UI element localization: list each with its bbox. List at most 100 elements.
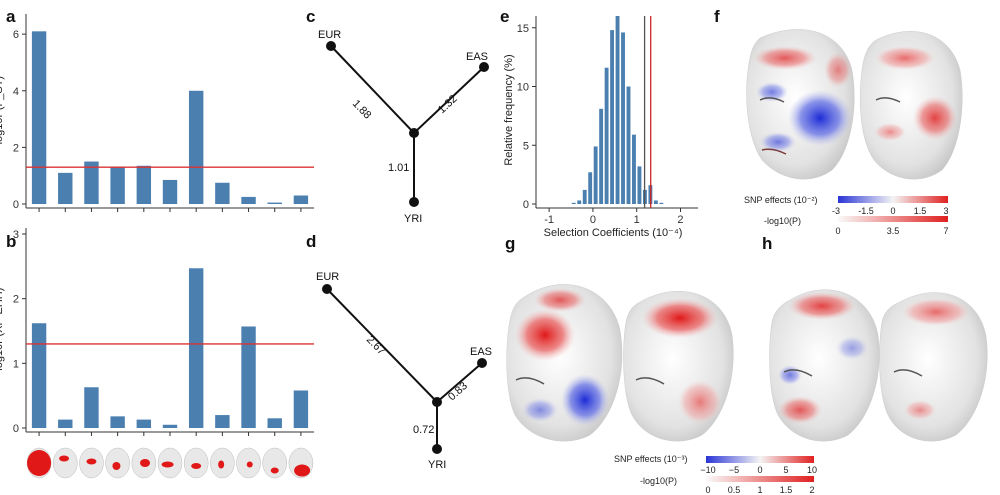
face-f-effect (746, 29, 855, 180)
bar (215, 182, 230, 204)
y-tick-label: 0 (13, 199, 19, 211)
tree-d-branch-yri: 0.72 (413, 424, 434, 436)
face-segment-highlight (59, 455, 70, 462)
bar (267, 418, 282, 428)
bar (58, 419, 73, 428)
face-segment-highlight (191, 463, 202, 469)
hist-bar (582, 189, 587, 204)
tree-d-branch-eas: 0.83 (446, 380, 470, 403)
tree-c: EUR EAS YRI 1.88 1.32 1.01 (318, 29, 489, 225)
hist-bar (599, 108, 604, 204)
y-axis-label: -log10P(XP-EHH) (0, 288, 5, 375)
face-g-effect (506, 284, 623, 442)
cb-tick: −5 (729, 465, 739, 475)
hist-bar (577, 200, 582, 204)
bar (110, 167, 125, 204)
cb-tick: 0 (835, 226, 840, 236)
chart-b-xpehh: 0 1 2 3 -log10P(XP-EHH) (0, 228, 314, 436)
tree-node (477, 358, 487, 368)
cb-tick: 3.5 (887, 226, 900, 236)
tree-d: EUR EAS YRI 2.67 0.83 0.72 (316, 271, 492, 471)
tree-c-branch-eas: 1.32 (436, 93, 460, 116)
colorbar-gh: SNP effects (10⁻³) −10 −5 0 5 10 -log10(… (614, 454, 817, 495)
colorbar-f-p-label: -log10(P) (764, 216, 801, 226)
tree-node (479, 62, 489, 72)
tree-node (432, 397, 442, 407)
cb-tick: 0 (705, 485, 710, 495)
colorbar-gh-p-label: -log10(P) (640, 476, 677, 486)
x-tick-label: 2 (677, 214, 683, 226)
hist-bar (632, 134, 636, 204)
hist-bar (653, 200, 658, 204)
bar (110, 416, 125, 428)
tree-node (322, 284, 332, 294)
face-segment-highlight (246, 461, 253, 468)
tree-d-label-yri: YRI (428, 459, 446, 471)
y-tick-label: 5 (523, 140, 529, 152)
y-tick-label: 2 (13, 294, 19, 306)
bar (162, 179, 178, 204)
face-g-pvalue (623, 290, 734, 442)
face-thumbnail (53, 447, 78, 479)
x-tick-label: 0 (590, 214, 596, 226)
bar (58, 172, 73, 204)
face-h-effect (769, 289, 880, 442)
hist-bar (615, 16, 620, 204)
y-tick-label: 0 (523, 199, 529, 211)
panel-label-d: d (306, 232, 316, 251)
cb-tick: 7 (943, 226, 948, 236)
tree-node (432, 444, 442, 454)
hist-bar (659, 202, 664, 204)
bar (241, 326, 256, 428)
bar (84, 387, 99, 428)
hist-bar (588, 172, 593, 204)
face-segment-highlight (86, 458, 97, 465)
face-segment-highlight (112, 462, 121, 470)
bar (241, 196, 256, 204)
x-tick-label: -1 (544, 214, 554, 226)
bar (31, 31, 47, 205)
y-tick-label: 15 (517, 23, 529, 35)
hist-bar (637, 166, 642, 204)
cb-tick: 0.5 (728, 485, 741, 495)
hist-bar (626, 86, 631, 204)
cb-tick: 5 (783, 465, 788, 475)
face-segment-strip (26, 447, 314, 479)
face-f-pvalue (859, 31, 963, 180)
colorbar-f: SNP effects (10⁻²) -3 -1.5 0 1.5 3 -log1… (744, 195, 949, 236)
tree-node (409, 128, 419, 138)
y-tick-label: 0 (13, 423, 19, 435)
hist-bar (604, 67, 609, 204)
tree-c-label-yri: YRI (404, 213, 422, 225)
tree-node (409, 197, 419, 207)
panel-label-h: h (762, 234, 772, 253)
tree-d-label-eas: EAS (470, 346, 492, 358)
face-segment-highlight (140, 459, 151, 467)
panel-label-b: b (6, 232, 16, 251)
panel-label-e: e (500, 7, 509, 26)
x-tick-label: 1 (634, 214, 640, 226)
bar (267, 202, 282, 204)
cb-tick: 1 (757, 485, 762, 495)
cb-tick: -3 (832, 206, 840, 216)
bar (215, 415, 230, 428)
x-axis-label: Selection Coefficients (10⁻⁴) (544, 227, 683, 239)
cb-tick: 0 (890, 206, 895, 216)
tree-c-label-eur: EUR (318, 29, 341, 41)
cb-tick: 2 (809, 485, 814, 495)
y-tick-label: 4 (13, 86, 19, 98)
y-tick-label: 10 (517, 82, 529, 94)
cb-tick: 0 (757, 465, 762, 475)
tree-d-branch-eur: 2.67 (364, 334, 388, 358)
hist-bar (571, 202, 576, 204)
y-tick-label: 1 (13, 358, 19, 370)
face-segment-highlight (218, 460, 225, 469)
bar (293, 390, 309, 428)
bar (31, 323, 47, 428)
tree-d-label-eur: EUR (316, 271, 339, 283)
colorbar-gh-effect-label: SNP effects (10⁻³) (614, 454, 687, 464)
bar (136, 419, 152, 428)
panel-label-c: c (306, 7, 315, 26)
cb-tick: -1.5 (858, 206, 874, 216)
